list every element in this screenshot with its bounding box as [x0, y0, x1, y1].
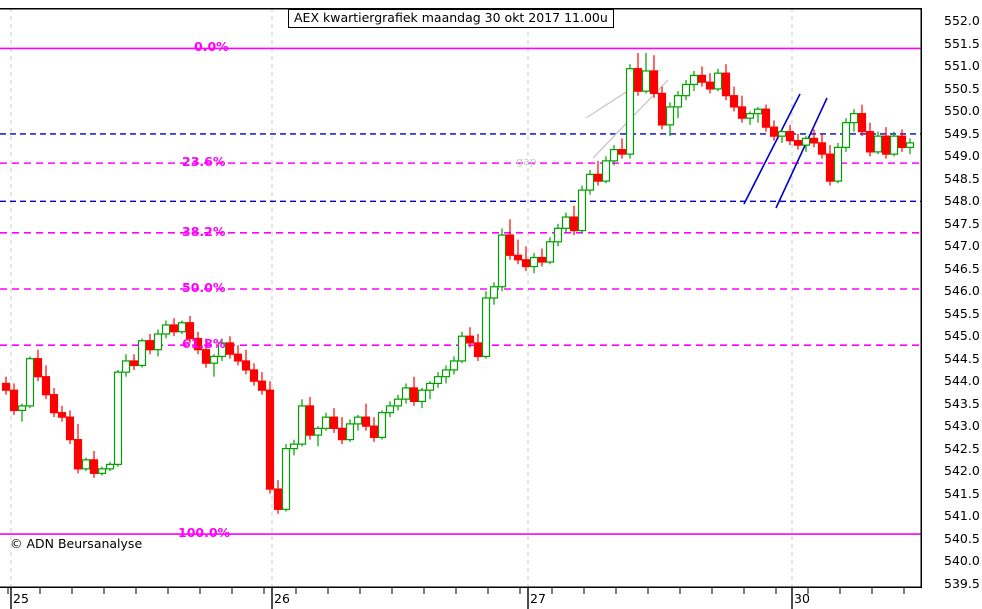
price-axis-label: 545.0: [944, 328, 980, 344]
price-axis-label: 548.0: [944, 193, 980, 209]
price-axis-label: 545.5: [944, 305, 980, 321]
price-axis-label: 541.0: [944, 508, 980, 524]
chart-title: AEX kwartiergrafiek maandag 30 okt 2017 …: [288, 9, 614, 28]
price-axis-label: 546.5: [944, 260, 980, 276]
candle-series: [1, 52, 915, 514]
fibonacci-level-label: 23.6%: [182, 154, 226, 170]
price-axis-label: 550.0: [944, 103, 980, 119]
price-axis-label: 552.0: [944, 13, 980, 29]
fibonacci-level-label: 0.0%: [194, 39, 229, 55]
price-axis-label: 541.5: [944, 485, 980, 501]
fibonacci-level-label: 50.0%: [182, 280, 226, 295]
date-axis-label: 27: [530, 591, 546, 606]
candlestick-svg: [0, 8, 922, 588]
chart-plot-area: [0, 8, 922, 588]
date-axis-label: 26: [274, 591, 290, 606]
date-axis-ticks: [7, 588, 905, 609]
price-axis-label: 549.5: [944, 125, 980, 141]
price-axis-label: 551.0: [944, 58, 980, 74]
price-axis-label: 544.0: [944, 373, 980, 389]
fibonacci-level-label: 61.8%: [182, 336, 226, 352]
price-axis-label: 550.5: [944, 80, 980, 96]
price-axis-label: 544.5: [944, 350, 980, 366]
price-axis-label: 540.5: [944, 530, 980, 546]
price-axis-label: 547.0: [944, 238, 980, 254]
price-axis-label: 542.5: [944, 440, 980, 456]
price-axis-label: 543.5: [944, 395, 980, 411]
price-axis-label: 540.0: [944, 553, 980, 569]
date-axis-label: 30: [794, 591, 810, 606]
fibonacci-level-label: 38.2%: [182, 223, 226, 239]
date-axis-label: 25: [13, 591, 29, 606]
price-axis-label: 542.0: [944, 463, 980, 479]
price-axis-label: 539.5: [944, 575, 980, 591]
copyright-text: © ADN Beursanalyse: [10, 536, 143, 551]
price-axis-label: 543.0: [944, 418, 980, 434]
price-axis-label: 551.5: [944, 35, 980, 51]
price-axis-label: 547.5: [944, 215, 980, 231]
price-axis-label: 548.5: [944, 170, 980, 186]
fibonacci-level-label: 100.0%: [178, 525, 231, 541]
price-axis-label: 549.0: [944, 148, 980, 164]
price-axis-label: 546.0: [944, 283, 980, 299]
gap-annotation: gap: [516, 155, 537, 169]
